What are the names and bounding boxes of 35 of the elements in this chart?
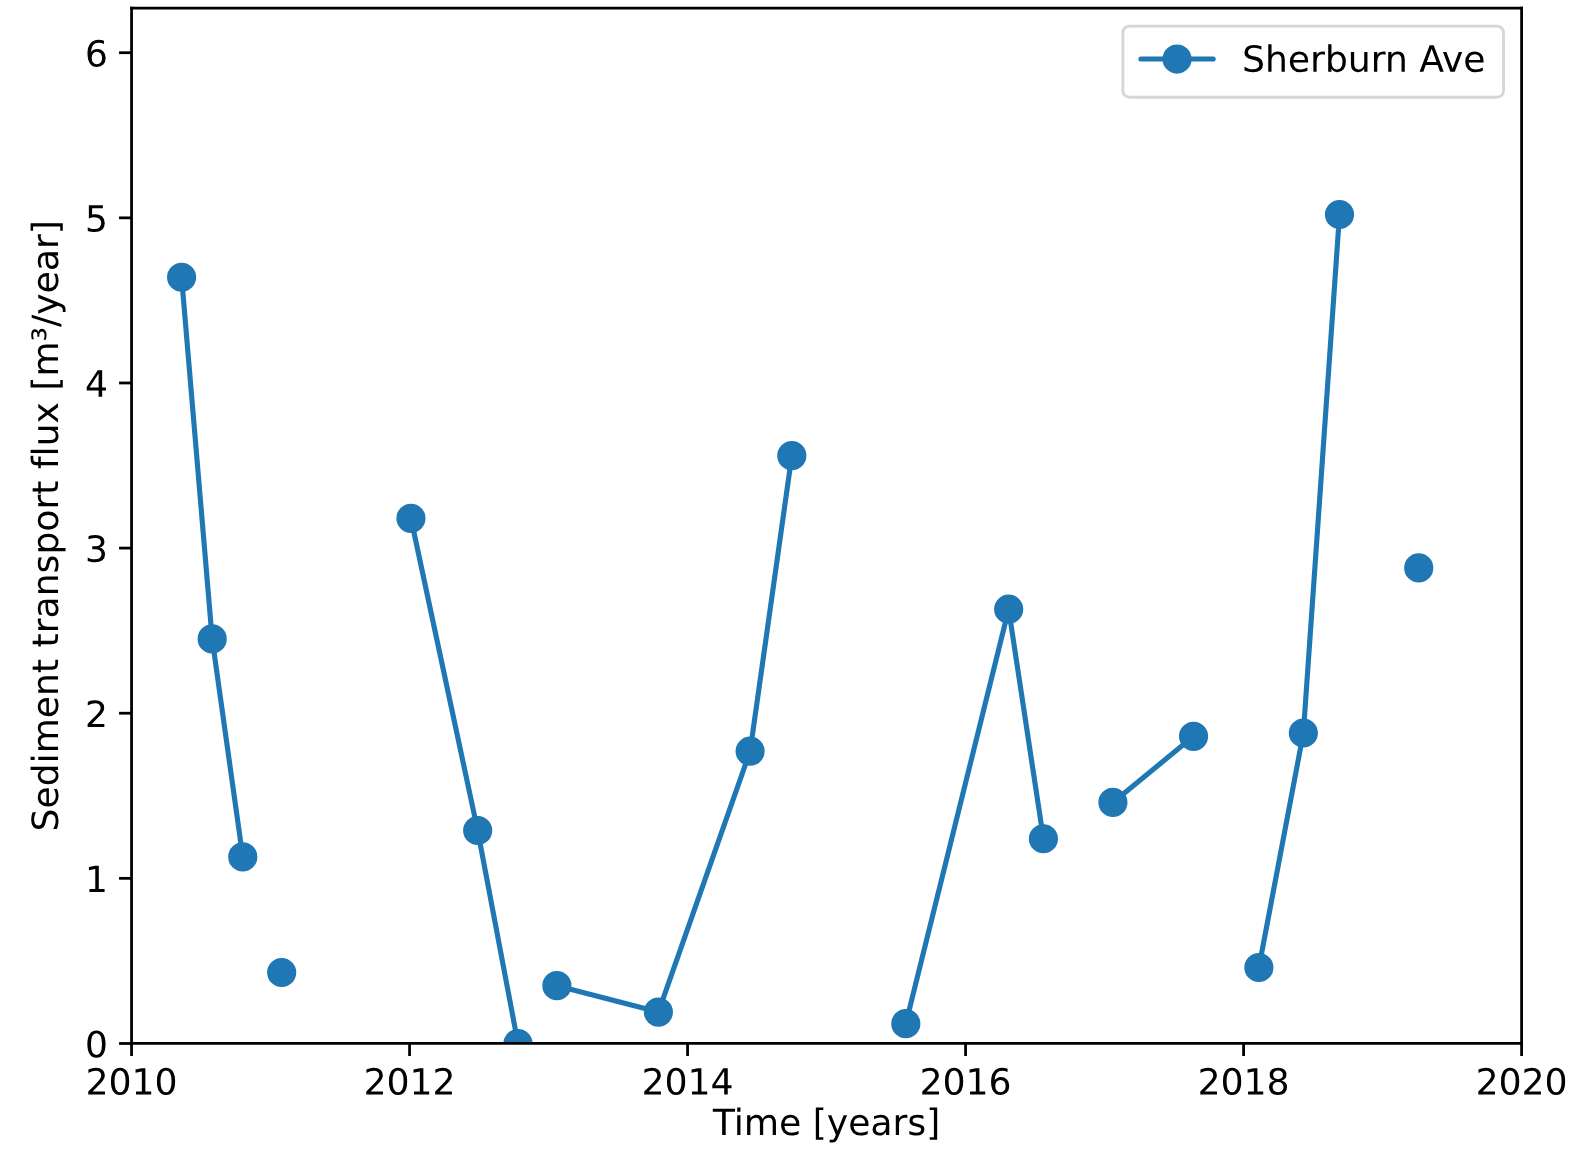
y-tick-label: 2 <box>87 700 105 727</box>
x-tick-label: 2020 <box>1478 1067 1566 1096</box>
point <box>228 842 258 872</box>
point <box>643 997 673 1027</box>
y-tick-label: 0 <box>87 1030 106 1058</box>
point <box>1404 553 1434 583</box>
x-tick-label: 2016 <box>922 1067 1010 1096</box>
x-axis-title: Time [years] <box>712 1107 938 1143</box>
y-tick-label: 5 <box>87 205 105 233</box>
point <box>167 262 197 292</box>
point <box>396 503 426 533</box>
point <box>777 441 807 471</box>
point <box>1244 952 1274 983</box>
point <box>197 624 227 654</box>
point <box>1098 787 1128 817</box>
y-tick-label: 3 <box>87 535 106 563</box>
point <box>994 594 1024 624</box>
point <box>1324 199 1355 230</box>
point <box>542 971 572 1001</box>
legend-label: Sherburn Ave <box>1244 44 1484 73</box>
point <box>267 957 297 988</box>
point <box>735 736 765 766</box>
point <box>463 815 493 846</box>
x-tick-label: 2010 <box>88 1067 176 1096</box>
y-tick-label: 1 <box>88 865 105 893</box>
point <box>1178 721 1209 751</box>
y-tick-label: 6 <box>87 39 106 67</box>
y-tick-label: 4 <box>86 370 106 397</box>
x-tick-label: 2014 <box>644 1067 732 1096</box>
point <box>1288 718 1318 748</box>
point <box>1028 824 1059 854</box>
x-tick-label: 2012 <box>366 1067 452 1096</box>
point <box>891 1009 921 1039</box>
y-axis-title: Sediment transport flux [m³/year] <box>30 223 66 830</box>
x-tick-label: 2018 <box>1200 1067 1288 1096</box>
